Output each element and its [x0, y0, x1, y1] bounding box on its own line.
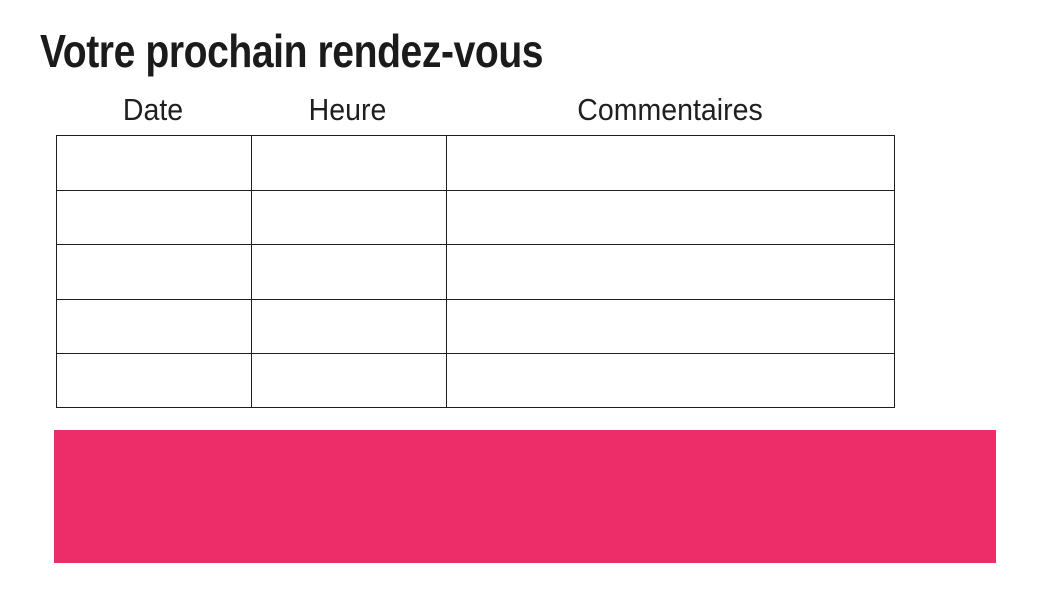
cell-heure: [251, 353, 446, 407]
column-header-date: Date: [122, 92, 184, 127]
cell-heure: [251, 136, 446, 191]
cell-commentaires: [446, 136, 894, 191]
table-header-row: Date Heure Commentaires: [56, 90, 895, 130]
cell-heure: [251, 299, 446, 353]
cell-heure: [251, 245, 446, 299]
accent-banner: [54, 430, 996, 563]
page-title: Votre prochain rendez-vous: [40, 25, 544, 77]
cell-commentaires: [446, 245, 894, 299]
cell-date: [57, 136, 251, 190]
cell-date: [57, 354, 251, 407]
column-header-heure: Heure: [308, 92, 387, 127]
table-row: [57, 190, 894, 245]
table-row: [57, 352, 894, 407]
cell-commentaires: [446, 299, 894, 353]
table-row: [57, 244, 894, 299]
cell-date: [57, 191, 251, 244]
cell-commentaires: [446, 353, 894, 407]
column-header-commentaires: Commentaires: [577, 92, 763, 127]
appointments-table-body: [56, 135, 895, 408]
cell-date: [57, 300, 251, 353]
table-row: [57, 136, 894, 191]
cell-commentaires: [446, 191, 894, 245]
table-row: [57, 298, 894, 353]
cell-heure: [251, 191, 446, 245]
cell-date: [57, 245, 251, 298]
